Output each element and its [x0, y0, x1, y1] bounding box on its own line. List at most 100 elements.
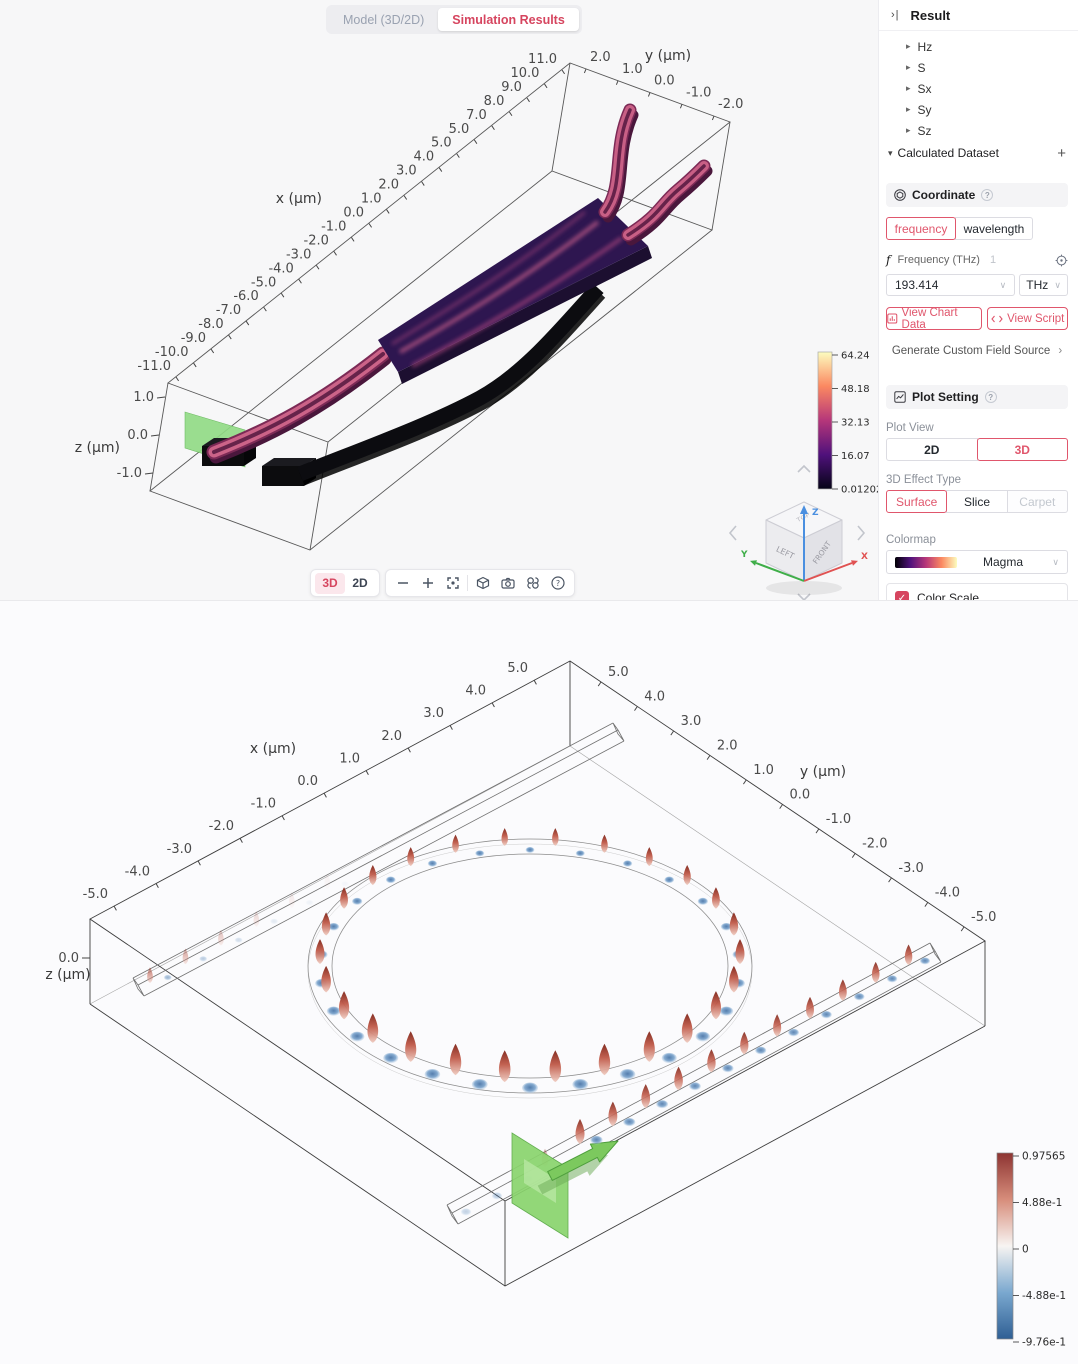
help-icon[interactable] — [981, 189, 994, 201]
colormap-value: Magma — [983, 555, 1024, 569]
svg-text:0.0: 0.0 — [127, 428, 148, 443]
tree-item-sy[interactable]: Sy — [879, 99, 1078, 120]
top-colorbar — [817, 351, 833, 490]
zoom-out-button[interactable] — [390, 572, 415, 594]
rotate-down-icon[interactable] — [797, 593, 811, 600]
frequency-toggle-button[interactable]: frequency — [886, 217, 956, 240]
svg-text:4.88e-1: 4.88e-1 — [1022, 1197, 1062, 1209]
svg-text:-2.0: -2.0 — [862, 837, 887, 852]
tab-model[interactable]: Model (3D/2D) — [343, 12, 425, 27]
frequency-unit-select[interactable]: THz — [1019, 274, 1068, 296]
frequency-symbol: f — [886, 253, 891, 267]
svg-text:y (µm): y (µm) — [800, 764, 846, 780]
help-button[interactable]: ? — [545, 572, 570, 594]
svg-text:-10.0: -10.0 — [155, 345, 189, 360]
svg-text:Y: Y — [740, 550, 748, 560]
coordinate-section-header[interactable]: Coordinate — [886, 183, 1068, 207]
tab-simulation-results[interactable]: Simulation Results — [438, 8, 579, 31]
calculated-dataset-row[interactable]: Calculated Dataset + — [879, 142, 1078, 164]
svg-text:-2.0: -2.0 — [209, 819, 234, 834]
tree-item-hz[interactable]: Hz — [879, 36, 1078, 57]
svg-text:5.0: 5.0 — [431, 136, 452, 151]
frequency-value-select[interactable]: 193.414 — [886, 274, 1016, 296]
frequency-index: 1 — [989, 254, 997, 266]
color-scale-checkbox[interactable] — [895, 591, 909, 600]
chevron-down-icon — [1000, 280, 1007, 291]
effect-type-segmented: Surface Slice Carpet — [886, 490, 1068, 513]
wavelength-toggle-button[interactable]: wavelength — [955, 217, 1033, 240]
screenshot-camera-button[interactable] — [495, 572, 520, 594]
plot-view-3d-button[interactable]: 3D — [976, 438, 1068, 461]
svg-text:5.0: 5.0 — [608, 665, 629, 680]
fit-view-button[interactable] — [440, 572, 465, 594]
svg-text:-3.0: -3.0 — [167, 842, 192, 857]
bus-waveguide-through — [132, 722, 625, 997]
svg-text:32.13: 32.13 — [841, 418, 870, 429]
svg-text:3.0: 3.0 — [681, 714, 702, 729]
ring-field-lobes — [315, 828, 745, 1094]
plot-view-segmented: 2D 3D — [886, 438, 1068, 461]
svg-text:8.0: 8.0 — [484, 94, 505, 109]
coordinate-title: Coordinate — [912, 188, 976, 202]
frequency-unit: THz — [1026, 278, 1049, 292]
effect-carpet-button[interactable]: Carpet — [1006, 490, 1068, 513]
svg-text:-5.0: -5.0 — [971, 910, 996, 925]
coordinate-actions: View Chart Data View Script — [886, 307, 1068, 331]
pick-point-target-icon[interactable] — [1055, 254, 1068, 267]
svg-text:X: X — [861, 552, 868, 562]
dimension-toggle: 3D 2D — [310, 569, 380, 597]
rotate-right-icon[interactable] — [857, 525, 866, 541]
svg-text:-4.0: -4.0 — [268, 261, 293, 276]
svg-text:2.0: 2.0 — [378, 178, 399, 193]
svg-text:64.24: 64.24 — [841, 351, 870, 362]
zoom-in-button[interactable] — [415, 572, 440, 594]
svg-text:0: 0 — [1022, 1244, 1029, 1256]
help-icon[interactable] — [984, 391, 997, 403]
svg-text:Z: Z — [812, 508, 819, 518]
tree-item-s[interactable]: S — [879, 57, 1078, 78]
plot-view-2d-button[interactable]: 2D — [886, 438, 978, 461]
tree-item-sz[interactable]: Sz — [879, 120, 1078, 141]
code-icon — [991, 315, 1003, 322]
svg-text:-9.76e-1: -9.76e-1 — [1022, 1337, 1066, 1349]
viewport-tools: ? — [385, 569, 575, 597]
rotate-left-icon[interactable] — [728, 525, 737, 541]
mode-2d-button[interactable]: 2D — [352, 576, 368, 590]
colormap-select[interactable]: Magma — [886, 550, 1068, 574]
svg-text:-4.0: -4.0 — [935, 886, 960, 901]
svg-text:3.0: 3.0 — [396, 164, 417, 179]
svg-text:4.0: 4.0 — [413, 150, 434, 165]
add-dataset-button[interactable]: + — [1057, 144, 1066, 162]
top-plot-3d-ysplitter[interactable]: 64.24 48.18 32.13 16.07 0.01202 -11.0-10.0-9… — [0, 0, 878, 600]
simulation-workspace: 64.24 48.18 32.13 16.07 0.01202 -11.0-10.0-9… — [0, 0, 1078, 600]
geometry-waveguide — [297, 282, 606, 486]
rotate-up-icon[interactable] — [797, 464, 811, 473]
svg-text:0.0: 0.0 — [297, 774, 318, 789]
svg-text:0.01202: 0.01202 — [841, 485, 878, 496]
svg-text:5.0: 5.0 — [449, 122, 470, 137]
svg-text:1.0: 1.0 — [361, 192, 382, 207]
effect-slice-button[interactable]: Slice — [946, 490, 1008, 513]
svg-text:-5.0: -5.0 — [251, 275, 276, 290]
plugin-icon[interactable] — [520, 572, 545, 594]
view-cube-widget[interactable]: TOP LEFT FRONT Z X Y — [719, 452, 878, 600]
axis-triad: Z X Y — [740, 505, 868, 582]
top-colorbar-ticks: 64.24 48.18 32.13 16.07 0.01202 — [832, 351, 878, 496]
generate-custom-field-source-link[interactable]: Generate Custom Field Source — [886, 345, 1068, 357]
bottom-plot-3d-ring[interactable]: 0.97565 4.88e-1 0 -4.88e-1 -9.76e-1 5.0 4.0 3.… — [0, 601, 1078, 1364]
reset-view-cube-button[interactable] — [470, 572, 495, 594]
svg-text:4.0: 4.0 — [465, 684, 486, 699]
effect-type-label: 3D Effect Type — [886, 474, 962, 486]
tree-item-sx[interactable]: Sx — [879, 78, 1078, 99]
svg-text:-4.88e-1: -4.88e-1 — [1022, 1290, 1066, 1302]
colormap-gradient-swatch — [895, 556, 957, 568]
colormap-label: Colormap — [886, 534, 936, 546]
mode-3d-button[interactable]: 3D — [315, 572, 345, 594]
effect-surface-button[interactable]: Surface — [886, 490, 948, 513]
collapse-panel-icon[interactable] — [891, 9, 900, 21]
result-panel: Result Hz S Sx Sy Sz Calculated Dataset … — [878, 0, 1078, 600]
view-chart-data-button[interactable]: View Chart Data — [886, 307, 983, 331]
plot-setting-section-header[interactable]: Plot Setting — [886, 385, 1068, 409]
through-port-field-lobes — [147, 873, 349, 983]
view-script-button[interactable]: View Script — [987, 307, 1068, 330]
